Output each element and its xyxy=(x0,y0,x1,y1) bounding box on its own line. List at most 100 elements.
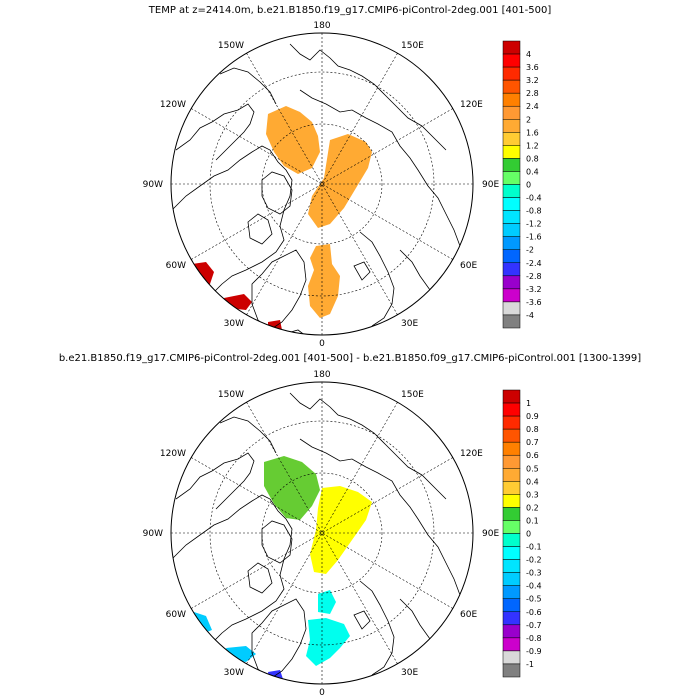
bottom-coast-siberia xyxy=(299,438,461,596)
top-panel-title: TEMP at z=2414.0m, b.e21.B1850.f19_g17.C… xyxy=(148,5,552,16)
bottom-coast-alaska xyxy=(219,416,277,454)
top-coast-scandinavia xyxy=(359,231,395,327)
bottom-colorbar-label: 0.4 xyxy=(526,477,539,486)
top-coast-asia-far xyxy=(289,43,447,151)
top-colorbar-label: -3.2 xyxy=(526,285,542,294)
bottom-map: 180 150E 120E 90E 60E 30E 0 30W 60W 90W … xyxy=(143,370,500,698)
bottom-colorbar-label: 0.6 xyxy=(526,451,539,460)
top-colorbar-label: 1.6 xyxy=(526,128,539,137)
top-colorbar-label: -4 xyxy=(526,311,534,320)
bottom-coast-islands-2 xyxy=(247,562,273,594)
bottom-colorbar-label: 1 xyxy=(526,399,531,408)
bottom-colorbar: 1 0.9 0.8 0.7 0.6 0.5 0.4 0.3 0.2 0.1 0 -0.1 -0.2 -0.… xyxy=(502,389,542,678)
top-map-border xyxy=(170,32,474,336)
bottom-colorbar-label: -0.2 xyxy=(526,556,542,565)
top-lon-label-60e: 60E xyxy=(460,261,477,271)
bottom-colorbar-box-0 xyxy=(502,389,521,404)
top-colorbar-box-13 xyxy=(502,210,521,224)
top-lon-label-90e: 90E xyxy=(482,180,499,190)
bottom-colorbar-box-17 xyxy=(502,611,521,626)
bottom-lon-label-30w: 30W xyxy=(224,668,244,678)
top-coast-north-america xyxy=(171,145,293,301)
top-lat-circle-outer xyxy=(209,71,435,297)
top-lat-circle-inner xyxy=(261,123,383,245)
bottom-panel-title: b.e21.B1850.f19_g17.CMIP6-piControl-2deg… xyxy=(59,353,641,364)
top-warm-patch-3 xyxy=(308,244,340,318)
top-colorbar-label: -2.4 xyxy=(526,259,542,268)
top-coast-iceland xyxy=(283,329,307,335)
top-coast-canada-north xyxy=(175,103,255,161)
bottom-coast-islands-1 xyxy=(261,520,293,564)
bottom-coast-asia-far xyxy=(289,392,447,500)
bottom-cyan-patch-1 xyxy=(318,590,336,614)
bottom-lon-label-60w: 60W xyxy=(166,610,186,620)
bottom-colorbar-label: -0.6 xyxy=(526,608,542,617)
bottom-lon-label-30e: 30E xyxy=(401,668,418,678)
bottom-green-patch xyxy=(264,456,320,520)
bottom-colorbar-box-4 xyxy=(502,441,521,456)
top-warm-patch-1 xyxy=(266,106,320,174)
top-colorbar-box-17 xyxy=(502,262,521,277)
bottom-coast-scandinavia xyxy=(359,580,395,676)
top-colorbar-box-15 xyxy=(502,236,521,250)
bottom-coast-svalbard xyxy=(353,610,371,630)
bottom-colorbar-label: -0.3 xyxy=(526,569,542,578)
top-colorbar: 4 3.6 3.2 2.8 2.4 2 1.6 1.2 0.8 0.4 0 -0.4 -0.8 -1.2 -… xyxy=(502,40,542,329)
bottom-lat-circle-inner xyxy=(261,472,383,594)
bottom-colorbar-box-18 xyxy=(502,624,521,639)
top-colorbar-box-18 xyxy=(502,275,521,290)
bottom-colorbar-label: 0.8 xyxy=(526,425,539,434)
bottom-lon-label-0: 0 xyxy=(319,688,325,698)
bottom-colorbar-box-5 xyxy=(502,454,521,469)
bottom-colorbar-box-20 xyxy=(502,650,521,665)
bottom-colorbar-box-1 xyxy=(502,402,521,417)
top-colorbar-label: -2.8 xyxy=(526,272,542,281)
top-colorbar-box-20 xyxy=(502,301,521,316)
bottom-colorbar-box-9 xyxy=(502,507,521,521)
top-colorbar-box-3 xyxy=(502,79,521,94)
bottom-colorbar-label: -1 xyxy=(526,660,534,669)
top-colorbar-label: 0.8 xyxy=(526,154,539,163)
bottom-colorbar-box-8 xyxy=(502,494,521,508)
bottom-colorbar-label: 0.9 xyxy=(526,412,539,421)
bottom-cyan-patch-2 xyxy=(306,618,350,666)
bottom-colorbar-box-11 xyxy=(502,533,521,547)
bottom-colorbar-label: 0 xyxy=(526,530,531,539)
top-colorbar-label: 2 xyxy=(526,115,531,124)
bottom-lon-label-90e: 90E xyxy=(482,529,499,539)
bottom-colorbar-label: 0.2 xyxy=(526,503,539,512)
top-colorbar-box-2 xyxy=(502,66,521,81)
top-colorbar-box-16 xyxy=(502,249,521,264)
top-colorbar-label: -1.6 xyxy=(526,233,542,242)
bottom-lon-label-150w: 150W xyxy=(218,390,244,400)
top-colorbar-label: -3.6 xyxy=(526,298,542,307)
top-warm-patch-2 xyxy=(308,134,372,228)
top-colorbar-box-10 xyxy=(502,171,521,185)
bottom-colorbar-label: -0.4 xyxy=(526,582,542,591)
top-colorbar-box-4 xyxy=(502,92,521,107)
top-colorbar-box-14 xyxy=(502,223,521,237)
top-colorbar-label: 3.6 xyxy=(526,63,539,72)
bottom-colorbar-box-21 xyxy=(502,663,521,678)
bottom-colorbar-box-3 xyxy=(502,428,521,443)
top-colorbar-box-1 xyxy=(502,53,521,68)
bottom-colorbar-label: 0.1 xyxy=(526,516,539,525)
bottom-lon-label-180: 180 xyxy=(313,370,330,380)
top-colorbar-box-21 xyxy=(502,314,521,329)
bottom-colorbar-box-15 xyxy=(502,585,521,599)
top-lon-label-120w: 120W xyxy=(160,100,186,110)
bottom-yellow-patch xyxy=(310,486,372,574)
top-colorbar-box-8 xyxy=(502,145,521,159)
top-coast-alaska xyxy=(219,67,277,105)
bottom-lon-label-150e: 150E xyxy=(401,390,424,400)
bottom-colorbar-box-19 xyxy=(502,637,521,652)
top-colorbar-label: -2 xyxy=(526,246,534,255)
top-colorbar-label: 0.4 xyxy=(526,167,539,176)
bottom-colorbar-box-7 xyxy=(502,481,521,495)
top-lon-label-30w: 30W xyxy=(224,319,244,329)
bottom-colorbar-label: -0.1 xyxy=(526,543,542,552)
top-colorbar-label: 2.4 xyxy=(526,102,539,111)
bottom-coast-north-america xyxy=(171,494,293,650)
bottom-coast-canada-north xyxy=(175,452,255,510)
